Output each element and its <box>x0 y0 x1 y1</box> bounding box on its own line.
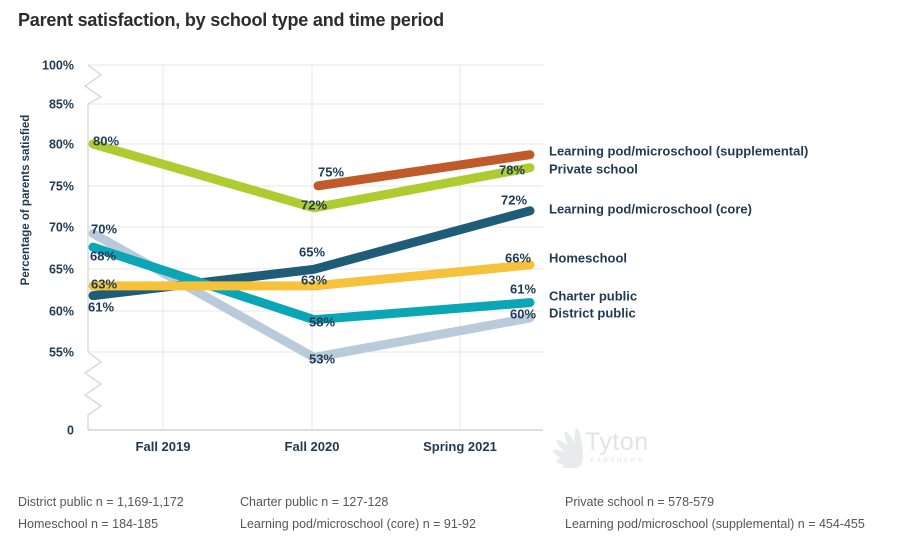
y-tick-label: 80% <box>49 138 74 152</box>
y-tick-label: 60% <box>49 305 74 319</box>
data-label-district-public: 53% <box>309 352 335 367</box>
data-label-learning-pod-microschool-core: 72% <box>501 193 527 208</box>
line-chart: 100% 85% 80% 75% 70% 65% 60% 55% 0 Fall 2019 Fall … <box>42 59 808 455</box>
y-tick-label: 65% <box>49 263 74 277</box>
wing-feather <box>574 428 583 464</box>
tyton-wing-icon <box>553 428 583 470</box>
x-tick-label: Fall 2019 <box>136 439 191 454</box>
x-tick-label: Spring 2021 <box>423 439 497 454</box>
data-label-learning-pod-microschool-supplemental: 75% <box>318 165 344 180</box>
footnote-column-3: Private school n = 578-579 Learning pod/… <box>565 491 865 535</box>
y-tick-label: 55% <box>49 346 74 360</box>
footnote-homeschool: Homeschool n = 184-185 <box>18 517 159 531</box>
series-label-charter-public: Charter public <box>549 289 637 304</box>
data-label-learning-pod-microschool-core: 61% <box>88 300 114 315</box>
footnote-district-public: District public n = 1,169-1,172 <box>18 495 184 509</box>
data-label-private-school: 72% <box>301 198 327 213</box>
axis-break-bottom <box>83 351 103 430</box>
data-label-charter-public: 58% <box>309 315 335 330</box>
data-label-learning-pod-microschool-supplemental: 78% <box>499 163 525 178</box>
tyton-watermark: Tyton PARTNERS <box>549 420 669 472</box>
data-label-private-school: 80% <box>93 134 119 149</box>
wing-feather <box>563 461 582 470</box>
footnote-learning-pod-supplemental: Learning pod/microschool (supplemental) … <box>565 517 865 531</box>
chart-title: Parent satisfaction, by school type and … <box>18 10 444 30</box>
data-label-homeschool: 66% <box>505 251 531 266</box>
wing-feather <box>564 431 582 465</box>
y-tick-label: 0 <box>67 424 74 438</box>
watermark-name: Tyton <box>585 428 649 456</box>
footnotes: District public n = 1,169-1,172 Homescho… <box>0 491 902 541</box>
x-tick-label: Fall 2020 <box>285 439 340 454</box>
series-label-learning-pod-microschool-supplemental: Learning pod/microschool (supplemental) <box>549 144 808 159</box>
footnote-column-1: District public n = 1,169-1,172 Homescho… <box>18 491 184 535</box>
series-label-homeschool: Homeschool <box>549 251 627 266</box>
y-tick-label: 75% <box>49 180 74 194</box>
data-label-district-public: 60% <box>510 307 536 322</box>
series-label-learning-pod-microschool-core: Learning pod/microschool (core) <box>549 202 752 217</box>
footnote-charter-public: Charter public n = 127-128 <box>240 495 389 509</box>
data-label-district-public: 70% <box>91 222 117 237</box>
footnote-column-2: Charter public n = 127-128 Learning pod/… <box>240 491 476 535</box>
y-tick-label: 70% <box>49 221 74 235</box>
footnote-private-school: Private school n = 578-579 <box>565 495 715 509</box>
series-label-district-public: District public <box>549 306 636 321</box>
y-tick-label: 85% <box>49 98 74 112</box>
watermark-subtitle: PARTNERS <box>590 457 645 464</box>
series-line-charter-public <box>88 242 535 325</box>
footnote-learning-pod-core: Learning pod/microschool (core) n = 91-9… <box>240 517 476 531</box>
series-line-private-school <box>88 139 535 213</box>
data-label-homeschool: 63% <box>301 273 327 288</box>
data-label-homeschool: 63% <box>91 277 117 292</box>
series-line-learning-pod-microschool-supplemental <box>313 150 535 191</box>
data-label-learning-pod-microschool-core: 65% <box>299 245 325 260</box>
y-tick-label: 100% <box>42 59 74 73</box>
series-label-private-school: Private school <box>549 162 638 177</box>
axis-break-top <box>83 64 103 105</box>
data-label-charter-public: 68% <box>90 249 116 264</box>
series-line-homeschool <box>88 260 535 291</box>
data-label-charter-public: 61% <box>510 282 536 297</box>
